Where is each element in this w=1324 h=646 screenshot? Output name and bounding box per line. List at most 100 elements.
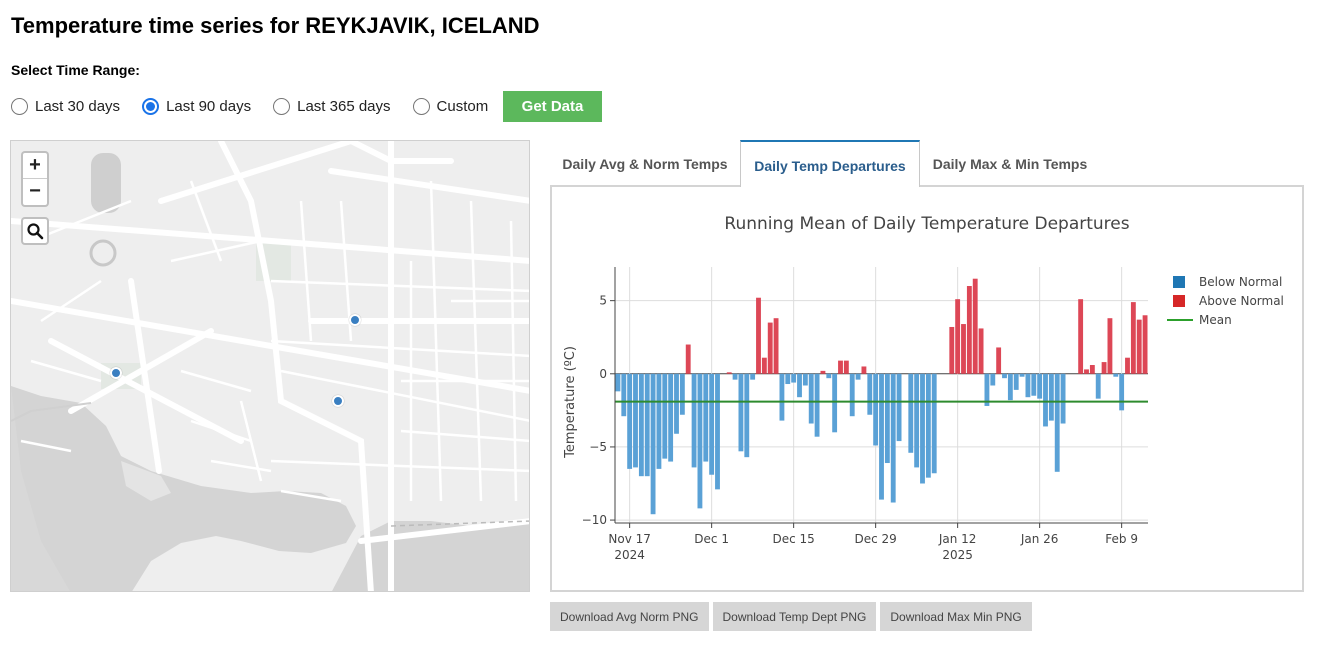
tab-daily-max-min-temps[interactable]: Daily Max & Min Temps	[932, 156, 1088, 172]
radio-custom[interactable]: Custom	[412, 98, 489, 115]
radio-label: Last 90 days	[166, 98, 252, 115]
below-normal-bar	[873, 373, 879, 446]
radio-button[interactable]	[11, 98, 28, 115]
x-tick-label: Feb 9	[1105, 532, 1138, 546]
above-normal-bar	[843, 360, 849, 374]
radio-last-365-days[interactable]: Last 365 days	[273, 98, 391, 115]
radio-button[interactable]	[412, 98, 430, 115]
below-normal-bar	[668, 373, 674, 462]
y-tick-label: 0	[599, 367, 607, 381]
below-normal-bar	[750, 373, 756, 380]
below-normal-bar	[1037, 373, 1043, 399]
radio-label: Last 365 days	[297, 98, 391, 115]
radio-last-90-days[interactable]: Last 90 days	[142, 98, 251, 115]
map-search-button[interactable]	[21, 217, 49, 245]
below-normal-bar	[802, 373, 808, 386]
below-normal-bar	[1054, 373, 1060, 472]
below-normal-bar	[797, 373, 802, 398]
above-normal-bar	[1107, 318, 1113, 374]
download-temp-dept-png-button[interactable]: Download Temp Dept PNG	[712, 602, 877, 631]
station-marker[interactable]	[332, 395, 344, 407]
y-axis: 5 0 −5 −10	[582, 267, 616, 527]
above-normal-bar	[820, 370, 826, 374]
above-normal-bar	[1084, 369, 1089, 374]
below-normal-bar	[1060, 373, 1066, 424]
below-normal-bar	[744, 373, 750, 458]
below-normal-bar	[656, 373, 662, 469]
chart-tabs: Daily Avg & Norm Temps Daily Temp Depart…	[550, 140, 1304, 187]
below-normal-bar	[703, 373, 709, 462]
below-normal-bar	[1019, 373, 1025, 377]
y-tick-label: −10	[582, 513, 607, 527]
map-tiles	[11, 141, 529, 591]
zoom-in-button[interactable]: +	[23, 153, 47, 179]
tab-daily-temp-departures[interactable]: Daily Temp Departures	[740, 140, 920, 187]
download-max-min-png-button[interactable]: Download Max Min PNG	[880, 602, 1032, 631]
above-normal-bar	[773, 318, 779, 374]
radio-last-30-days[interactable]: Last 30 days	[11, 98, 120, 115]
legend-label: Below Normal	[1199, 275, 1282, 289]
above-normal-bar	[1130, 302, 1136, 374]
below-normal-bar	[890, 373, 896, 503]
above-normal-bar	[978, 328, 984, 374]
above-normal-bar	[685, 344, 691, 374]
below-normal-bar	[855, 373, 861, 380]
below-normal-bar	[644, 373, 650, 477]
above-normal-bar	[767, 322, 773, 374]
tab-daily-avg-norm-temps[interactable]: Daily Avg & Norm Temps	[562, 156, 728, 172]
download-avg-norm-png-button[interactable]: Download Avg Norm PNG	[550, 602, 709, 631]
below-normal-bar	[615, 373, 621, 392]
below-normal-bar	[908, 373, 914, 453]
y-tick-label: 5	[599, 294, 607, 308]
below-normal-bar	[808, 373, 814, 424]
departures-chart: Running Mean of Daily Temperature Depart…	[563, 214, 1284, 562]
below-normal-bar	[849, 373, 855, 417]
page-title: Temperature time series for REYKJAVIK, I…	[11, 13, 540, 38]
below-normal-bar	[814, 373, 820, 437]
get-data-button[interactable]: Get Data	[503, 91, 602, 122]
below-normal-bar	[715, 373, 720, 490]
below-normal-bar	[662, 373, 668, 459]
station-map[interactable]: + −	[10, 140, 530, 592]
station-marker[interactable]	[110, 367, 122, 379]
search-icon	[27, 223, 44, 240]
below-normal-bar	[697, 373, 703, 509]
zoom-controls: + −	[21, 151, 49, 207]
y-axis-label: Temperature (ºC)	[563, 346, 578, 459]
below-normal-bar	[1048, 373, 1054, 421]
below-normal-bar	[1043, 373, 1048, 427]
x-tick-label: Dec 15	[772, 532, 814, 546]
radio-button[interactable]	[273, 98, 291, 115]
chart-bars	[615, 278, 1148, 515]
below-normal-bar	[1007, 373, 1013, 401]
below-normal-bar	[732, 373, 738, 380]
radio-button[interactable]	[142, 98, 160, 115]
above-normal-bar	[838, 360, 843, 374]
above-normal-bar	[955, 299, 961, 374]
below-normal-bar	[914, 373, 920, 468]
below-normal-bar	[674, 373, 679, 434]
above-normal-bar	[1101, 362, 1107, 374]
below-normal-bar	[1119, 373, 1125, 411]
above-normal-bar	[949, 326, 955, 374]
x-tick-year-label: 2024	[614, 548, 645, 562]
chart-panel: Running Mean of Daily Temperature Depart…	[550, 185, 1304, 592]
below-normal-bar	[884, 373, 890, 464]
below-normal-bar	[791, 373, 797, 383]
below-normal-bar	[931, 373, 937, 474]
below-normal-bar	[1095, 373, 1101, 399]
time-range-label: Select Time Range:	[11, 62, 140, 78]
below-normal-bar	[779, 373, 785, 421]
above-normal-bar	[972, 278, 978, 374]
above-normal-bar	[1142, 315, 1148, 374]
below-normal-bar	[1013, 373, 1019, 390]
station-marker[interactable]	[349, 314, 361, 326]
x-tick-label: Nov 17	[608, 532, 651, 546]
zoom-out-button[interactable]: −	[29, 180, 41, 202]
y-tick-label: −5	[589, 440, 607, 454]
time-range-options: Last 30 days Last 90 days Last 365 days …	[11, 91, 510, 122]
above-normal-bar	[761, 357, 767, 374]
below-normal-bar	[679, 373, 685, 415]
radio-label: Custom	[436, 98, 489, 115]
above-normal-bar	[1078, 299, 1084, 374]
